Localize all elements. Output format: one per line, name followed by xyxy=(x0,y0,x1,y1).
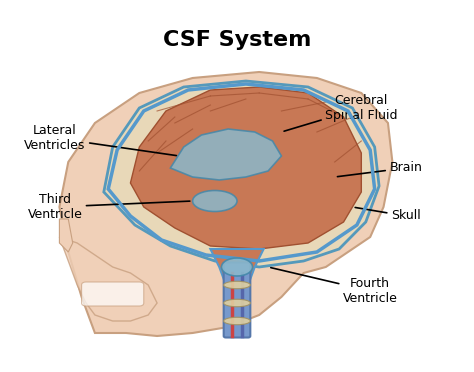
Ellipse shape xyxy=(224,299,250,307)
Text: Lateral
Ventricles: Lateral Ventricles xyxy=(24,124,176,155)
Ellipse shape xyxy=(224,317,250,325)
Polygon shape xyxy=(59,237,157,321)
Text: Third
Ventricle: Third Ventricle xyxy=(27,193,190,221)
Polygon shape xyxy=(59,72,392,336)
Polygon shape xyxy=(210,249,264,315)
Polygon shape xyxy=(170,129,282,180)
Text: Cerebral
Spinal Fluid: Cerebral Spinal Fluid xyxy=(284,94,398,131)
FancyBboxPatch shape xyxy=(82,282,144,306)
Ellipse shape xyxy=(224,281,250,289)
FancyBboxPatch shape xyxy=(224,263,250,337)
Ellipse shape xyxy=(192,190,237,212)
Text: Brain: Brain xyxy=(337,161,422,177)
Text: Skull: Skull xyxy=(355,208,420,222)
Polygon shape xyxy=(59,219,73,252)
Polygon shape xyxy=(130,87,361,249)
Ellipse shape xyxy=(221,258,253,276)
Polygon shape xyxy=(104,81,379,267)
Title: CSF System: CSF System xyxy=(163,30,311,50)
Text: Fourth
Ventricle: Fourth Ventricle xyxy=(271,267,398,305)
